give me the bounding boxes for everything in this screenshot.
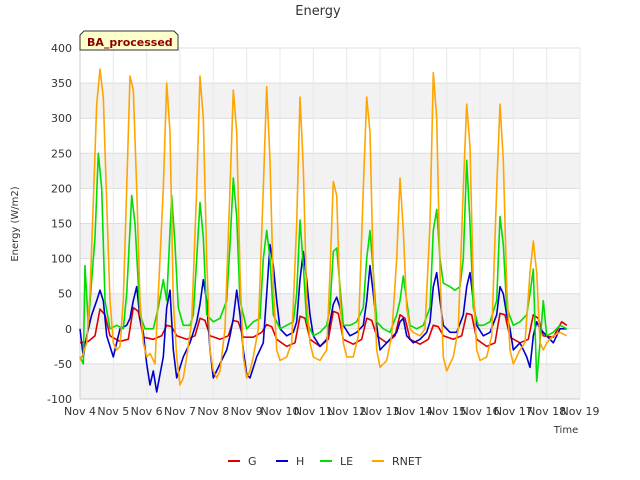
y-tick-label: 50 (58, 288, 72, 301)
chart-title: Energy (295, 4, 341, 19)
y-tick-label: 100 (51, 253, 72, 266)
x-tick-label: Nov 16 (461, 405, 500, 418)
legend-label-h: H (296, 455, 304, 468)
x-axis-title: Time (553, 425, 578, 436)
x-tick-label: Nov 4 (64, 405, 96, 418)
x-tick-label: Nov 13 (361, 405, 400, 418)
band (80, 153, 580, 189)
x-tick-label: Nov 9 (231, 405, 263, 418)
badge-box (79, 30, 179, 51)
x-tick-label: Nov 5 (97, 405, 129, 418)
legend: G H LE RNET (228, 455, 422, 468)
legend-label-le: LE (340, 455, 353, 468)
legend-label-g: G (248, 455, 257, 468)
x-tick-label: Nov 17 (494, 405, 533, 418)
y-tick-label: 250 (51, 147, 72, 160)
x-tick-label: Nov 11 (294, 405, 333, 418)
x-tick-label: Nov 6 (131, 405, 163, 418)
axes (79, 48, 580, 400)
y-tick-label: 400 (51, 42, 72, 55)
x-tick-label: Nov 19 (561, 405, 600, 418)
series-line-rnet (79, 68, 568, 386)
legend-label-rnet: RNET (392, 455, 422, 468)
y-tick-label: 350 (51, 77, 72, 90)
processed-badge: BA_processed (79, 30, 179, 51)
x-tick-label: Nov 12 (327, 405, 366, 418)
x-tick-label: Nov 8 (197, 405, 229, 418)
y-axis-title: Energy (W/m2) (10, 186, 21, 261)
series-layer (79, 68, 568, 393)
band (80, 83, 580, 119)
y-tick-label: 200 (51, 182, 72, 195)
x-tick-label: Nov 15 (427, 405, 466, 418)
x-tick-label: Nov 7 (164, 405, 196, 418)
y-tick-label: 150 (51, 218, 72, 231)
badge-text: BA_processed (87, 36, 173, 49)
x-tick-label: Nov 14 (394, 405, 433, 418)
y-tick-label: -50 (54, 358, 72, 371)
y-tick-label: 0 (65, 323, 72, 336)
y-tick-label: -100 (47, 393, 72, 406)
x-tick-label: Nov 18 (527, 405, 566, 418)
x-tick-label: Nov 10 (261, 405, 300, 418)
band (80, 363, 580, 399)
y-tick-label: 300 (51, 112, 72, 125)
